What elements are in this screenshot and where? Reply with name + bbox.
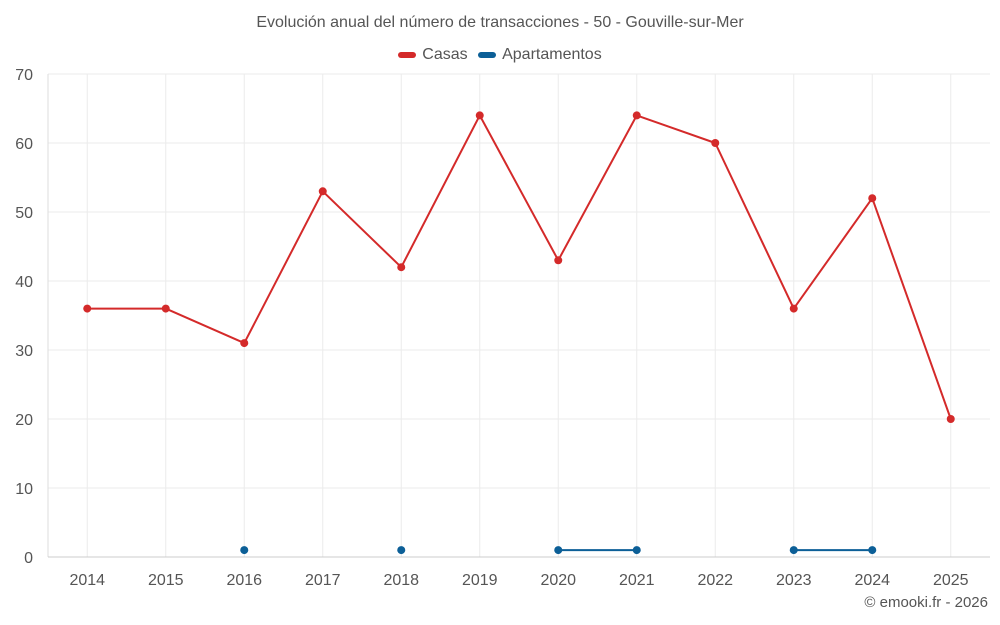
line-segment-casas (321, 190, 403, 269)
x-tick-label: 2015 (148, 572, 184, 589)
legend-label-apartamentos: Apartamentos (502, 46, 602, 63)
line-segment-casas (400, 114, 481, 269)
line-segment-casas (871, 197, 952, 420)
y-tick-label: 20 (15, 412, 33, 429)
x-tick-label: 2022 (697, 572, 733, 589)
x-tick-label: 2023 (776, 572, 812, 589)
data-point-apartamentos (240, 546, 249, 555)
line-segment-casas (243, 190, 324, 345)
data-point-casas (83, 304, 92, 313)
line-segment-casas (478, 114, 560, 262)
grid-lines (48, 73, 990, 557)
credit-text: © emooki.fr - 2026 (864, 594, 988, 611)
y-tick-label: 0 (24, 550, 33, 567)
x-tick-label: 2024 (854, 572, 890, 589)
data-point-casas (789, 304, 798, 313)
legend-item-casas[interactable]: Casas (398, 46, 468, 64)
series-apartamentos (240, 546, 877, 555)
data-point-casas (711, 139, 720, 147)
line-segment-casas (635, 114, 717, 144)
series-casas (83, 111, 955, 423)
legend-item-apartamentos[interactable]: Apartamentos (478, 46, 602, 64)
line-segment-casas (164, 307, 246, 345)
legend-label-casas: Casas (422, 46, 468, 63)
x-tick-label: 2017 (305, 572, 341, 589)
data-point-casas (632, 111, 641, 120)
x-tick-label: 2025 (933, 572, 969, 589)
legend-swatch-casas (398, 52, 417, 58)
data-point-apartamentos (397, 546, 406, 555)
data-point-casas (946, 415, 955, 423)
data-point-apartamentos (789, 546, 798, 555)
y-tick-label: 30 (15, 343, 33, 360)
legend-swatch-apartamentos (478, 52, 497, 58)
x-tick-label: 2020 (540, 572, 576, 589)
data-point-casas (240, 339, 249, 348)
axes: 0 10 20 30 40 50 60 70 2014 2015 2016 2017 2018 2019 2… (15, 67, 990, 589)
data-point-apartamentos (554, 546, 563, 555)
y-tick-label: 60 (15, 136, 33, 153)
data-point-apartamentos (868, 546, 877, 555)
y-tick-label: 40 (15, 274, 33, 291)
line-segment-casas (557, 114, 638, 262)
data-point-casas (475, 111, 484, 120)
x-tick-label: 2014 (69, 572, 105, 589)
data-point-casas (318, 187, 327, 196)
series-layer (83, 111, 955, 555)
y-tick-label: 50 (15, 205, 33, 222)
x-tick-label: 2021 (619, 572, 655, 589)
data-point-apartamentos (632, 546, 641, 555)
y-tick-label: 70 (15, 67, 33, 84)
x-tick-label: 2018 (383, 572, 419, 589)
data-point-casas (161, 304, 170, 313)
legend: Casas Apartamentos (0, 45, 1000, 64)
chart-title: Evolución anual del número de transaccio… (256, 14, 744, 31)
line-segment-casas (792, 197, 874, 310)
data-point-casas (397, 263, 406, 272)
x-tick-label: 2016 (226, 572, 262, 589)
data-point-casas (554, 256, 563, 265)
x-tick-label: 2019 (462, 572, 498, 589)
data-point-casas (868, 194, 877, 203)
line-segment-casas (714, 142, 795, 310)
y-tick-label: 10 (15, 481, 33, 498)
